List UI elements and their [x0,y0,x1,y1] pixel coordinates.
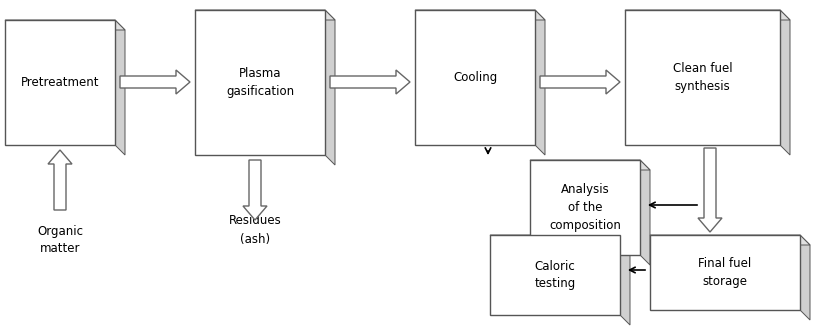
Polygon shape [780,10,790,155]
Polygon shape [330,70,410,94]
Bar [530,160,640,255]
Polygon shape [195,10,335,20]
Text: Clean fuel
synthesis: Clean fuel synthesis [672,62,732,93]
Polygon shape [535,10,545,155]
Text: Residues
(ash): Residues (ash) [228,215,281,245]
Text: Caloric
testing: Caloric testing [535,259,576,290]
Text: Organic
matter: Organic matter [37,225,83,256]
Polygon shape [530,160,650,170]
Bar [5,20,115,145]
Polygon shape [325,10,335,165]
Text: Pretreatment: Pretreatment [21,76,100,89]
Polygon shape [698,148,722,232]
Polygon shape [120,70,190,94]
Bar [415,10,535,145]
Polygon shape [415,10,545,20]
Polygon shape [48,150,72,210]
Polygon shape [800,235,810,320]
Bar [650,235,800,310]
Text: Final fuel
storage: Final fuel storage [698,257,752,288]
Polygon shape [115,20,125,155]
Polygon shape [490,235,630,245]
Polygon shape [650,235,810,245]
Polygon shape [540,70,620,94]
Bar [625,10,780,145]
Text: Plasma
gasification: Plasma gasification [226,67,294,98]
Polygon shape [5,20,125,30]
Text: Analysis
of the
composition: Analysis of the composition [549,183,621,232]
Polygon shape [620,235,630,325]
Bar [195,10,325,155]
Text: Cooling: Cooling [453,71,497,84]
Bar [490,235,620,315]
Polygon shape [625,10,790,20]
Polygon shape [640,160,650,265]
Polygon shape [243,160,267,220]
